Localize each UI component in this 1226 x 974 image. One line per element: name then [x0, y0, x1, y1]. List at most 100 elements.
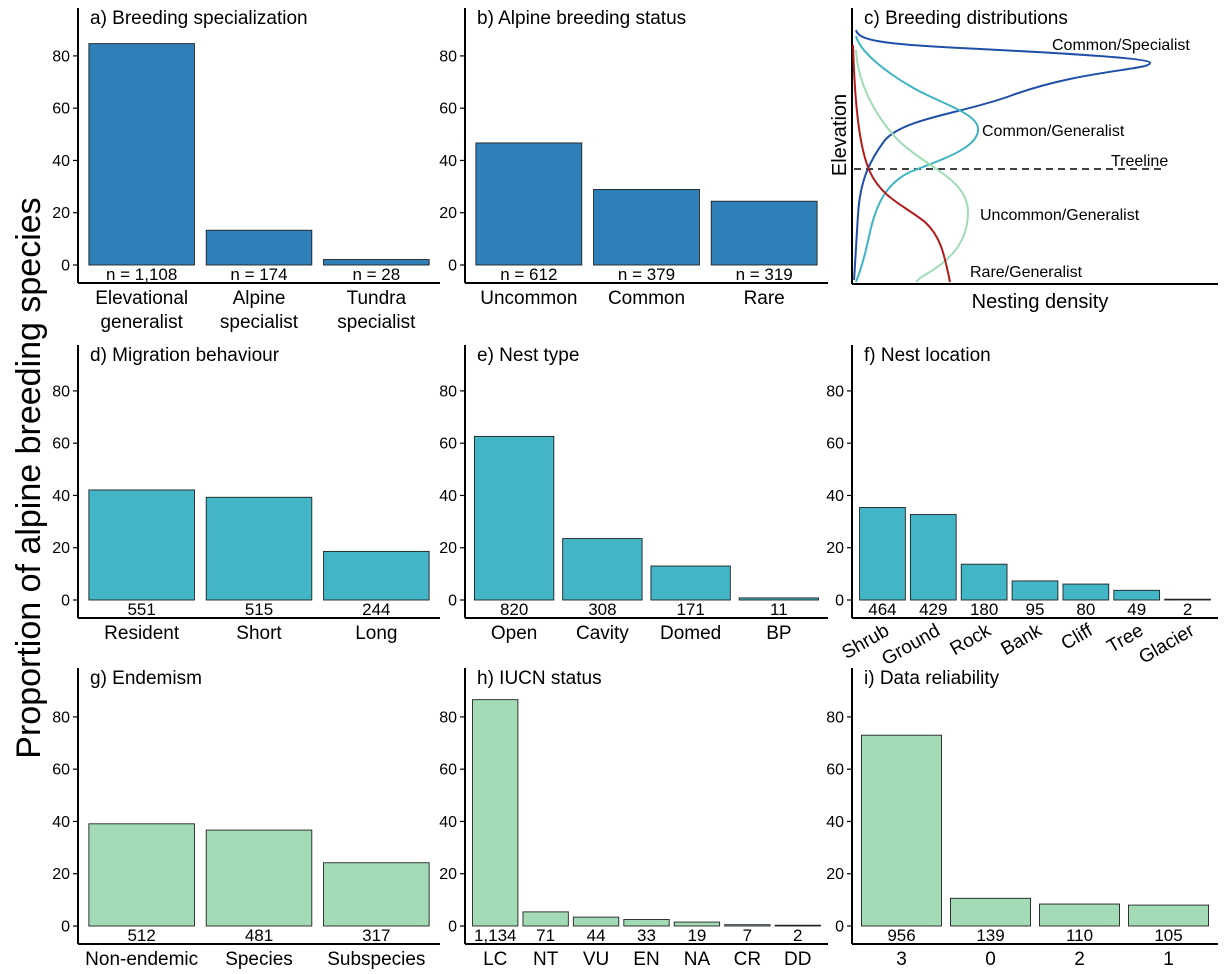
panel-title: b) Alpine breeding status	[477, 8, 686, 29]
y-tick-label: 40	[439, 153, 457, 170]
panel-i: i) Data reliability 0 20 40 60 80 956 3 139 0 110 2…	[826, 668, 1218, 970]
bar-count-label: 44	[587, 926, 606, 945]
y-tick-label: 0	[835, 919, 844, 936]
bar	[1062, 583, 1110, 601]
y-tick-label: 20	[52, 866, 70, 883]
bar-count-label: n = 1,108	[106, 265, 177, 284]
bar-count-label: 19	[687, 926, 706, 945]
bar-count-label: 2	[1183, 600, 1192, 619]
x-tick-label: Alpine	[233, 288, 286, 309]
y-tick-label: 0	[448, 919, 457, 936]
y-tick-label: 60	[826, 436, 844, 453]
bar-count-label: 49	[1127, 600, 1146, 619]
x-tick-label: Species	[225, 949, 293, 970]
x-tick-label: CR	[734, 949, 761, 970]
x-tick-label: Uncommon	[480, 288, 577, 309]
x-tick-label: 0	[985, 949, 996, 970]
panel-f: f) Nest location020406080464Shrub429Grou…	[826, 345, 1218, 670]
bar-count-label: 180	[970, 600, 998, 619]
bar-count-label: 2	[793, 926, 802, 945]
y-tick-label: 0	[61, 258, 70, 275]
panel-c: c) Breeding distributions Nesting density…	[829, 8, 1218, 313]
y-tick-label: 20	[52, 540, 70, 557]
y-tick-label: 60	[826, 762, 844, 779]
y-tick-label: 20	[826, 866, 844, 883]
bar-count-label: 80	[1076, 600, 1095, 619]
x-tick-label: Glacier	[1135, 620, 1198, 669]
bar	[205, 496, 313, 601]
bar	[673, 921, 721, 927]
x-tick-label: Rare	[744, 288, 785, 309]
bar	[323, 259, 430, 266]
series-label: Common/Specialist	[1052, 37, 1190, 54]
x-tick-label: NA	[684, 949, 711, 970]
panel-d: d) Migration behaviour 0 20 40 60 80 551 Reside…	[52, 345, 440, 644]
x-tick-label: Non-endemic	[85, 949, 198, 970]
x-tick-label: Cliff	[1058, 620, 1097, 655]
panel-title: a) Breeding specialization	[90, 8, 308, 29]
x-tick-label: Resident	[104, 623, 180, 644]
x-tick-label: generalist	[100, 312, 183, 333]
y-tick-label: 0	[61, 593, 70, 610]
x-tick-label: Ground	[878, 620, 943, 670]
bar-count-label: 464	[868, 600, 896, 619]
y-tick-label: 0	[448, 593, 457, 610]
x-tick-label: Common	[608, 288, 685, 309]
x-tick-label: 1	[1163, 949, 1174, 970]
bar-count-label: 820	[500, 600, 528, 619]
series-label: Common/Generalist	[982, 123, 1125, 140]
panel-a: a) Breeding specialization 0 20 40 60 80 n = 1…	[52, 8, 440, 333]
bar-count-label: 956	[887, 926, 915, 945]
y-tick-label: 0	[61, 919, 70, 936]
x-tick-label: specialist	[337, 312, 416, 333]
y-tick-label: 40	[439, 814, 457, 831]
bar-count-label: n = 379	[618, 265, 675, 284]
y-tick-label: 60	[439, 101, 457, 118]
bar-count-label: n = 28	[352, 265, 400, 284]
bar	[859, 507, 906, 601]
series-label: Uncommon/Generalist	[980, 207, 1140, 224]
bar	[960, 563, 1008, 601]
bar	[738, 597, 820, 601]
bar-count-label: 110	[1066, 926, 1093, 945]
y-tick-label: 0	[835, 593, 844, 610]
x-tick-label: NT	[533, 949, 559, 970]
x-tick-label: LC	[483, 949, 507, 970]
density-curve	[855, 49, 970, 283]
bar	[1038, 903, 1120, 927]
bar-count-label: 551	[127, 600, 155, 619]
bar	[1164, 598, 1211, 601]
y-tick-label: 40	[52, 153, 70, 170]
x-tick-label: Elevational	[95, 288, 188, 309]
panel-title: f) Nest location	[864, 345, 991, 366]
x-tick-label: VU	[583, 949, 609, 970]
bar	[323, 862, 430, 927]
bar-count-label: 139	[976, 926, 1004, 945]
bar-count-label: n = 174	[230, 265, 287, 284]
panel-title: g) Endemism	[90, 668, 202, 689]
bar-count-label: 512	[127, 926, 155, 945]
y-tick-label: 60	[52, 101, 70, 118]
bar	[88, 489, 195, 601]
bar-count-label: 171	[676, 600, 704, 619]
bar	[1127, 904, 1209, 927]
x-tick-label: Rock	[947, 620, 995, 660]
y-tick-label: 0	[448, 258, 457, 275]
y-tick-label: 80	[52, 48, 70, 65]
bar	[1113, 589, 1161, 601]
y-tick-label: 80	[439, 48, 457, 65]
bar	[562, 538, 643, 601]
density-curve	[852, 44, 951, 283]
bar-count-label: 308	[588, 600, 616, 619]
y-tick-label: 20	[439, 205, 457, 222]
bar	[593, 189, 700, 266]
bar	[774, 924, 821, 927]
panel-g: g) Endemism 0 20 40 60 80 512 Non-endemic 481 Spe…	[52, 668, 440, 970]
bar	[623, 919, 670, 927]
y-tick-label: 80	[52, 383, 70, 400]
bar	[1011, 580, 1059, 601]
bar-count-label: 7	[743, 926, 752, 945]
x-tick-label: EN	[633, 949, 659, 970]
